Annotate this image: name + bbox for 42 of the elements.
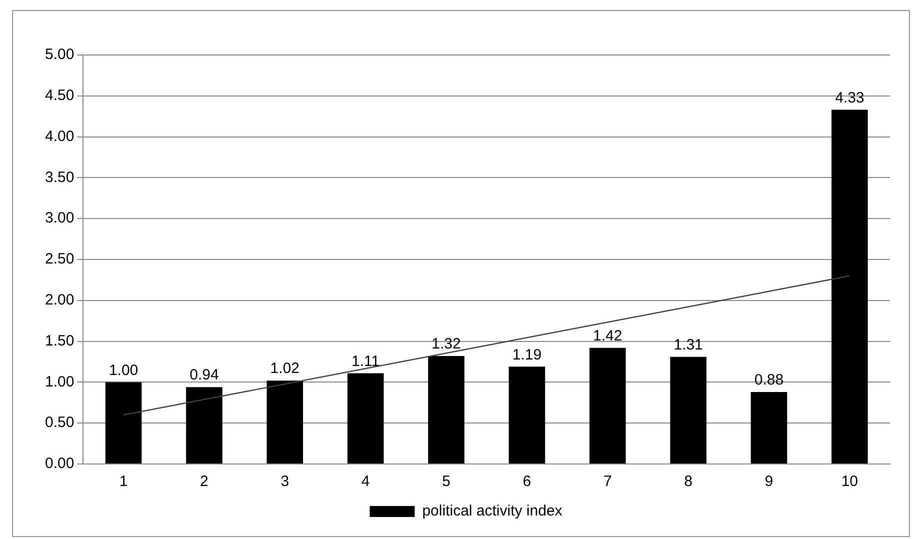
y-tick-label: 2.50 xyxy=(44,250,74,268)
x-tick-label: 9 xyxy=(764,473,774,490)
bar xyxy=(105,382,142,464)
y-tick-label: 3.50 xyxy=(44,168,74,186)
x-tick-label: 5 xyxy=(442,473,450,490)
bar xyxy=(428,356,464,464)
x-tick-label: 7 xyxy=(603,473,612,490)
data-label: 1.02 xyxy=(270,360,300,378)
x-tick-label: 8 xyxy=(684,473,692,490)
bar xyxy=(670,356,706,464)
data-label: 1.00 xyxy=(108,362,138,379)
x-tick-label: 1 xyxy=(119,473,128,490)
bar xyxy=(347,373,384,464)
bar xyxy=(832,110,868,464)
bar xyxy=(266,380,304,464)
x-tick-label: 10 xyxy=(841,473,858,490)
y-tick-label: 4.00 xyxy=(44,128,74,145)
data-label: 1.42 xyxy=(593,327,622,344)
data-label: 4.33 xyxy=(835,89,864,106)
y-tick-label: 4.50 xyxy=(44,87,74,104)
bar xyxy=(750,392,788,464)
y-tick-label: 0.50 xyxy=(44,414,74,432)
data-label: 1.31 xyxy=(674,336,703,354)
y-tick-label: 2.00 xyxy=(44,292,74,309)
legend-label: political activity index xyxy=(422,502,563,520)
bar xyxy=(186,387,222,464)
x-tick-label: 4 xyxy=(361,473,370,490)
x-tick-label: 2 xyxy=(200,473,208,490)
x-tick-label: 6 xyxy=(522,473,532,490)
data-label: 0.94 xyxy=(190,366,219,384)
y-tick-label: 1.00 xyxy=(44,373,74,390)
y-tick-label: 0.00 xyxy=(44,455,74,472)
y-tick-label: 5.00 xyxy=(44,46,74,64)
data-label: 1.11 xyxy=(352,352,380,370)
bar xyxy=(589,348,626,464)
data-label: 0.88 xyxy=(754,372,784,389)
y-tick-label: 3.00 xyxy=(44,210,74,227)
bar xyxy=(508,366,546,464)
x-tick-label: 3 xyxy=(280,473,290,490)
data-label: 1.19 xyxy=(512,346,542,364)
data-label: 1.32 xyxy=(432,336,461,353)
y-tick-label: 1.50 xyxy=(44,332,74,350)
